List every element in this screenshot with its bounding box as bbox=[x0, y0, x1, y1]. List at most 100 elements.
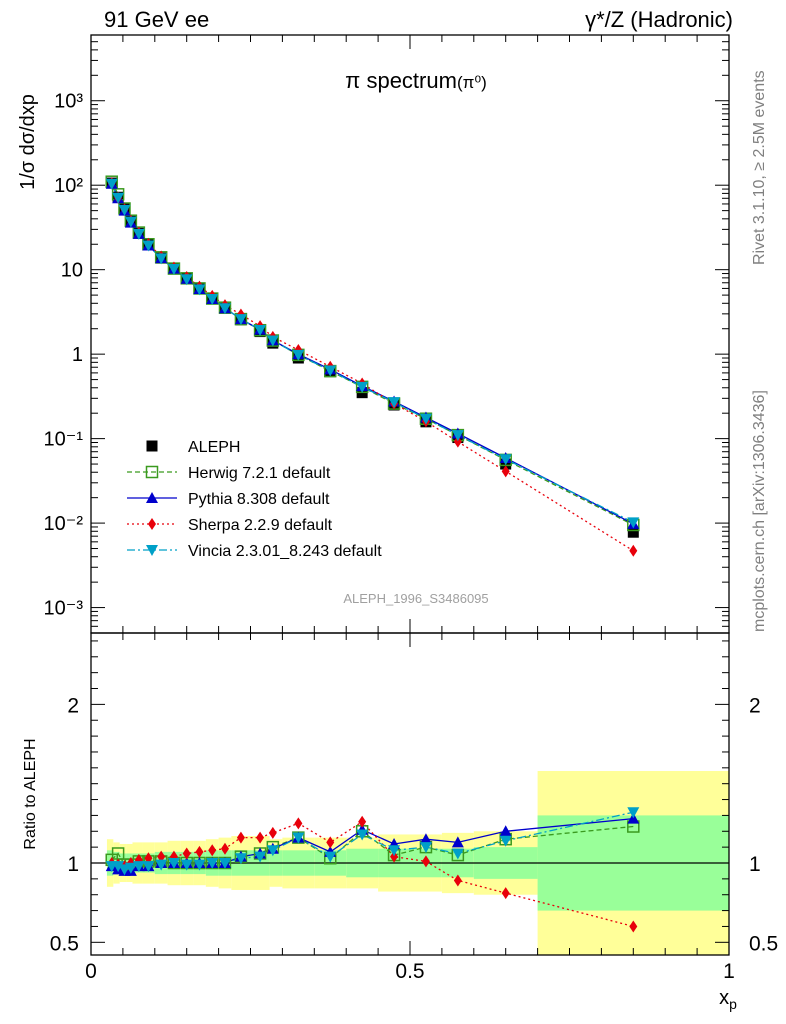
ratio-point-s2-10 bbox=[208, 844, 217, 857]
ratio-point-s3-6 bbox=[155, 859, 168, 871]
ratio-point-s3-16 bbox=[324, 851, 337, 863]
main-point-s4-16 bbox=[324, 365, 337, 377]
main-point-s4-12 bbox=[234, 314, 247, 326]
header-right: γ*/Z (Hadronic) bbox=[585, 7, 733, 32]
legend-label-2: Pythia 8.308 default bbox=[188, 491, 330, 508]
ratio-point-s2-9 bbox=[195, 845, 204, 858]
ratio-point-s3-14 bbox=[266, 845, 279, 857]
main-ytick-label-3: 1 bbox=[72, 344, 83, 366]
ratio-point-s2-13 bbox=[256, 831, 265, 844]
main-point-s4-4 bbox=[132, 228, 145, 240]
main-point-s4-15 bbox=[292, 349, 305, 361]
ratio-point-s2-21 bbox=[501, 887, 510, 900]
ratio-point-s2-11 bbox=[220, 842, 229, 855]
ratio-point-s1-21 bbox=[499, 825, 512, 837]
ratio-point-s2-18 bbox=[390, 850, 399, 863]
main-point-s0-22 bbox=[627, 526, 639, 538]
ratio-point-s1-20 bbox=[451, 836, 464, 848]
analysis-id-annotation: ALEPH_1996_S3486095 bbox=[343, 591, 488, 606]
legend-label-0: ALEPH bbox=[188, 439, 240, 456]
ratio-ytick-label-left-2: 2 bbox=[67, 694, 79, 717]
ratio-point-s3-10 bbox=[206, 858, 219, 869]
main-ytick-label-5: 10² bbox=[54, 175, 83, 197]
main-panel-frame bbox=[90, 34, 730, 634]
ratio-point-s1-19 bbox=[419, 833, 432, 845]
ratio-ytick-label-right-1: 1 bbox=[749, 853, 761, 876]
ratio-xtick-label-2: 1 bbox=[723, 960, 735, 983]
legend-label-1: Herwig 7.2.1 default bbox=[188, 465, 331, 482]
main-point-s4-6 bbox=[155, 253, 168, 265]
legend-marker-4 bbox=[146, 545, 158, 556]
main-point-s3-22 bbox=[629, 544, 638, 557]
ratio-point-s3-21 bbox=[499, 835, 512, 847]
ratio-point-s3-4 bbox=[132, 861, 145, 873]
ratio-point-s3-1 bbox=[112, 861, 125, 873]
legend-label-4: Vincia 2.3.01_8.243 default bbox=[188, 543, 382, 560]
main-point-s4-18 bbox=[388, 397, 401, 409]
ratio-point-s2-19 bbox=[421, 855, 430, 868]
main-point-s4-10 bbox=[206, 293, 219, 305]
main-y-axis-label: 1/σ dσ/dxp bbox=[17, 94, 39, 190]
main-point-s4-13 bbox=[254, 325, 267, 337]
header-left: 91 GeV ee bbox=[104, 7, 209, 32]
main-point-s4-11 bbox=[218, 303, 231, 315]
ratio-xtick-label-0: 0 bbox=[85, 960, 97, 983]
ratio-y-axis-label: Ratio to ALEPH bbox=[22, 738, 39, 849]
main-point-s3-20 bbox=[453, 435, 462, 448]
ratio-point-s3-9 bbox=[193, 859, 206, 871]
main-point-s4-3 bbox=[124, 216, 137, 228]
main-point-s4-17 bbox=[356, 381, 369, 393]
ratio-point-s3-18 bbox=[388, 845, 401, 857]
main-point-s4-9 bbox=[193, 284, 206, 296]
main-point-s4-8 bbox=[180, 274, 193, 286]
main-point-s4-19 bbox=[419, 413, 432, 425]
ratio-point-s3-13 bbox=[254, 851, 267, 863]
ratio-point-s2-20 bbox=[453, 874, 462, 887]
ratio-point-s2-16 bbox=[326, 836, 335, 849]
ratio-point-s2-17 bbox=[358, 815, 367, 828]
ratio-ytick-label-right-0: 0.5 bbox=[749, 932, 778, 955]
main-point-s4-22 bbox=[627, 517, 640, 529]
ratio-ytick-label-left-0: 0.5 bbox=[50, 932, 79, 955]
ratio-point-s3-5 bbox=[142, 861, 155, 873]
main-ytick-label-2: 10⁻¹ bbox=[44, 429, 84, 451]
ratio-ytick-label-left-1: 1 bbox=[67, 853, 79, 876]
main-ytick-label-0: 10⁻³ bbox=[44, 598, 84, 620]
ratio-point-s3-3 bbox=[124, 862, 137, 874]
mcplots-label: mcplots.cern.ch [arXiv:1306.3436] bbox=[751, 390, 768, 632]
main-point-s4-21 bbox=[499, 454, 512, 466]
legend-marker-0 bbox=[146, 440, 158, 452]
main-y-tick-labels: 10⁻³ 10⁻² 10⁻¹ 1 10 10² 10³ bbox=[44, 91, 84, 620]
x-axis-label: xp bbox=[719, 987, 737, 1012]
legend: ALEPH Herwig 7.2.1 default Pythia 8.308 de… bbox=[127, 439, 382, 560]
ratio-point-s3-15 bbox=[292, 832, 305, 844]
main-point-s4-20 bbox=[451, 430, 464, 442]
plot-title: π spectrum(π⁰) bbox=[345, 68, 487, 93]
legend-marker-3 bbox=[148, 518, 156, 530]
ratio-tick-labels: 0.5 0.5 1 1 2 2 0 0.5 1 bbox=[50, 694, 778, 983]
ratio-series-markers bbox=[105, 807, 640, 933]
main-point-s4-1 bbox=[112, 192, 125, 204]
ratio-ytick-label-right-2: 2 bbox=[749, 694, 761, 717]
ratio-point-s3-22 bbox=[627, 807, 640, 819]
main-ytick-label-6: 10³ bbox=[54, 91, 83, 113]
legend-marker-1 bbox=[145, 465, 159, 479]
ratio-point-s2-12 bbox=[236, 831, 245, 844]
main-ytick-label-1: 10⁻² bbox=[44, 513, 84, 535]
ratio-point-s3-11 bbox=[218, 858, 231, 869]
ratio-point-s3-7 bbox=[167, 858, 180, 869]
ratio-point-s2-8 bbox=[182, 847, 191, 860]
legend-label-3: Sherpa 2.2.9 default bbox=[188, 517, 333, 534]
ratio-point-s3-12 bbox=[234, 853, 247, 865]
main-point-s4-0 bbox=[105, 178, 118, 190]
main-point-s4-2 bbox=[118, 204, 131, 216]
legend-marker-2 bbox=[146, 492, 158, 503]
main-point-s3-21 bbox=[501, 465, 510, 478]
main-ytick-label-4: 10 bbox=[61, 260, 83, 282]
ratio-point-s2-15 bbox=[294, 817, 303, 830]
ratio-point-s3-19 bbox=[419, 842, 432, 854]
ratio-point-s3-20 bbox=[451, 848, 464, 860]
ratio-xtick-label-1: 0.5 bbox=[395, 960, 424, 983]
ratio-point-s2-14 bbox=[268, 826, 277, 839]
